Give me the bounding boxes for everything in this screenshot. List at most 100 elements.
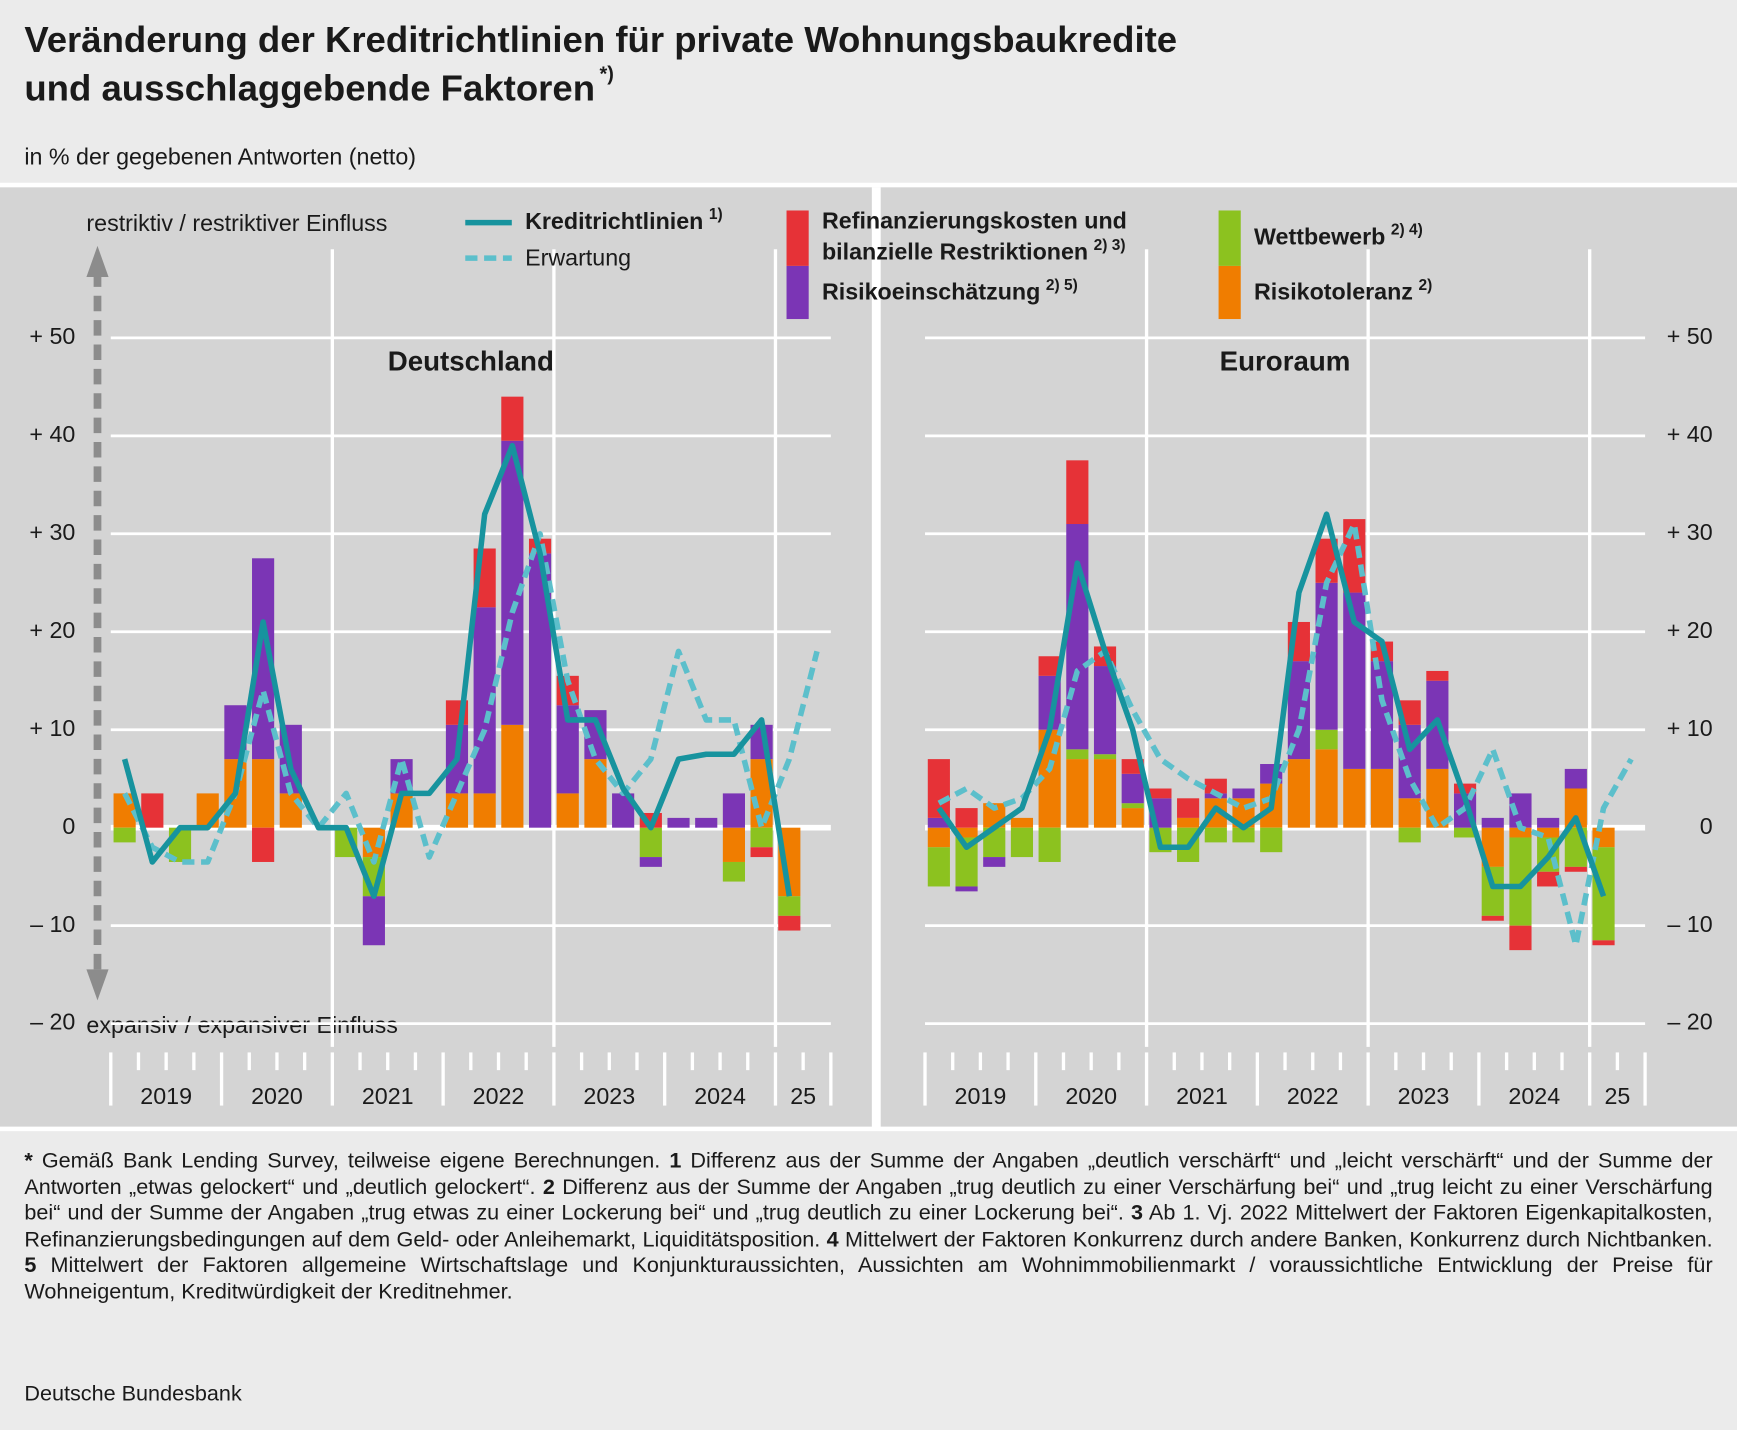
- bar: [1481, 915, 1504, 921]
- x-tick-label: 2022: [1287, 1083, 1339, 1109]
- bar: [584, 759, 607, 828]
- y-tick-label: + 10: [1667, 715, 1713, 741]
- footnote-mark: 2: [542, 1174, 555, 1200]
- x-tick-label: 2019: [140, 1083, 192, 1109]
- bar: [1537, 871, 1560, 887]
- bar: [1453, 783, 1477, 794]
- bar: [528, 553, 552, 828]
- bar: [1315, 729, 1338, 750]
- bar: [1592, 940, 1615, 946]
- bar: [927, 817, 950, 828]
- bar: [1066, 749, 1089, 760]
- footnote-text: Mittelwert der Faktoren allgemeine Wirts…: [24, 1253, 1713, 1304]
- bar: [612, 793, 635, 828]
- x-tick-label: 2019: [955, 1083, 1007, 1109]
- bar: [1481, 827, 1504, 867]
- bar: [750, 847, 773, 858]
- bar: [1232, 788, 1255, 799]
- chart: Veränderung der Kreditrichtlinien für pr…: [0, 19, 1737, 1132]
- footnote-mark: 4: [826, 1227, 839, 1252]
- bar: [750, 759, 773, 828]
- y-tick-label: – 10: [30, 911, 75, 937]
- footnotes: * Gemäß Bank Lending Survey, teilweise e…: [24, 1149, 1712, 1306]
- bar: [1426, 670, 1449, 681]
- source: Deutsche Bundesbank: [24, 1381, 242, 1406]
- bar: [1121, 803, 1144, 809]
- bar: [556, 793, 579, 828]
- y-tick-label: 0: [1700, 813, 1713, 839]
- panel-separator: [871, 187, 881, 1128]
- footnote-text: Gemäß Bank Lending Survey, teilweise eig…: [41, 1148, 661, 1174]
- bar: [1343, 768, 1366, 828]
- bar: [1204, 778, 1227, 794]
- bar: [1177, 817, 1200, 828]
- legend-label: Risikotoleranz: [1254, 279, 1413, 305]
- y-tick-label: + 20: [1667, 617, 1713, 643]
- title-note: *): [599, 64, 613, 86]
- footnote-mark: 5: [24, 1253, 37, 1278]
- bar: [501, 396, 524, 441]
- x-tick-label: 25: [1604, 1083, 1630, 1109]
- footnote-text: Mittelwert der Faktoren Konkurrenz durch…: [844, 1227, 1713, 1252]
- axis-label: expansiv / expansiver Einfluss: [86, 1012, 397, 1038]
- panel-title: Deutschland: [388, 346, 554, 377]
- y-tick-label: + 50: [1667, 323, 1713, 349]
- bar: [445, 793, 469, 828]
- bar: [1232, 827, 1255, 843]
- subtitle: in % der gegebenen Antworten (netto): [24, 144, 416, 170]
- bar: [1121, 773, 1144, 804]
- bar: [1564, 866, 1587, 872]
- bar: [196, 793, 219, 828]
- bar: [927, 847, 950, 887]
- y-tick-label: + 30: [1667, 519, 1713, 545]
- y-tick-label: + 10: [29, 715, 75, 741]
- legend-swatch: [786, 210, 809, 266]
- bar: [1398, 827, 1421, 843]
- bar: [1204, 827, 1227, 843]
- y-tick-label: + 30: [29, 519, 75, 545]
- bar: [556, 705, 579, 794]
- panel-title: Euroraum: [1220, 346, 1351, 377]
- bar: [1564, 768, 1587, 789]
- bar: [1370, 768, 1394, 828]
- bar: [750, 827, 773, 848]
- bar: [722, 827, 745, 862]
- y-tick-label: – 20: [1667, 1009, 1712, 1035]
- x-tick-label: 2020: [1065, 1083, 1117, 1109]
- legend-note: 2): [1418, 277, 1432, 294]
- expectation-line: [937, 521, 1634, 949]
- legend-swatch: [1218, 265, 1241, 320]
- bar: [252, 827, 275, 862]
- bar: [667, 817, 690, 828]
- bar: [501, 724, 524, 828]
- y-tick-label: + 40: [29, 421, 75, 447]
- bar: [722, 793, 745, 828]
- bar: [955, 808, 978, 828]
- bar: [778, 896, 801, 916]
- bar: [1315, 582, 1338, 730]
- bar: [141, 793, 164, 828]
- bar: [1509, 827, 1532, 838]
- bar: [1343, 592, 1366, 769]
- bar: [955, 886, 978, 892]
- bar: [1177, 798, 1200, 818]
- plot-background: [0, 187, 1737, 1128]
- bar: [1287, 759, 1310, 828]
- bar: [252, 558, 275, 760]
- bar: [695, 817, 718, 828]
- arrow-head: [86, 969, 109, 1001]
- axis-label: restriktiv / restriktiver Einfluss: [86, 210, 387, 236]
- footnote-mark: 3: [1130, 1201, 1144, 1226]
- bar: [1426, 768, 1449, 828]
- bar: [1093, 759, 1117, 828]
- bar: [113, 827, 136, 843]
- legend-note: 2) 4): [1391, 222, 1423, 239]
- y-tick-label: + 50: [29, 323, 75, 349]
- x-tick-label: 25: [790, 1083, 816, 1109]
- x-tick-label: 2020: [251, 1083, 303, 1109]
- bar: [362, 896, 385, 946]
- y-tick-label: 0: [62, 813, 75, 839]
- bar: [1093, 666, 1117, 755]
- bar: [639, 857, 662, 867]
